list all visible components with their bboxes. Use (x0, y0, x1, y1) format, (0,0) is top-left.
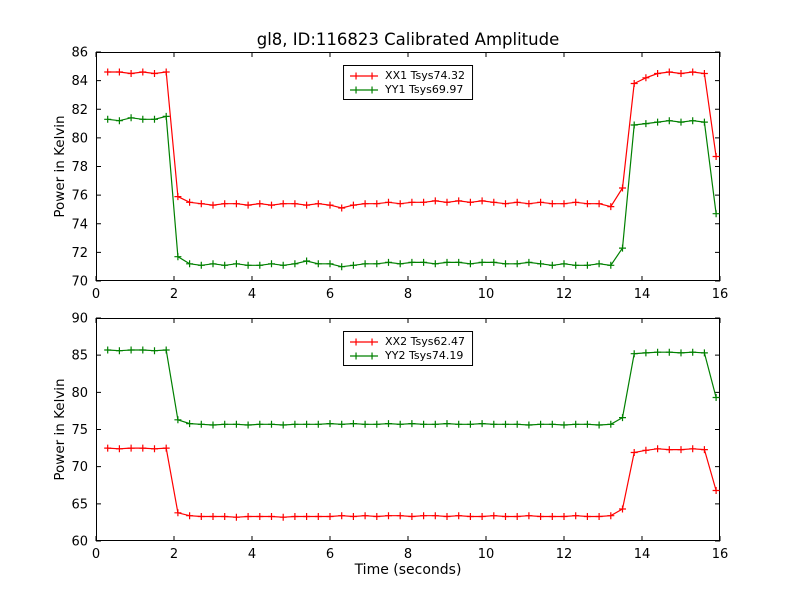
series-markers (104, 346, 720, 429)
top-legend: XX1 Tsys74.32 YY1 Tsys69.97 (343, 65, 473, 100)
y-axis-label: Power in Kelvin (52, 378, 68, 480)
y-tick-label: 70 (71, 460, 88, 475)
legend-entry: XX1 Tsys74.32 (349, 69, 465, 82)
legend-entry: XX2 Tsys62.47 (349, 335, 465, 348)
legend-key-line-icon (350, 338, 379, 345)
legend-key-line-icon (350, 72, 379, 79)
y-tick-label: 82 (71, 103, 88, 118)
chart-title: gl8, ID:116823 Calibrated Amplitude (256, 30, 560, 49)
y-tick-label: 76 (71, 189, 88, 204)
axis-ticks (95, 51, 721, 282)
bottom-subplot: 0 2 4 6 8 10 12 14 16 60 65 70 75 80 85 90 Power in Kelv… (52, 312, 728, 563)
x-tick-label: 0 (92, 287, 100, 302)
x-tick-label: 0 (92, 547, 100, 562)
y-tick-label: 78 (71, 160, 88, 175)
series-markers (104, 112, 720, 271)
x-tick-label: 16 (712, 547, 729, 562)
bottom-legend: XX2 Tsys62.47 YY2 Tsys74.19 (343, 331, 473, 366)
y-tick-label: 80 (71, 131, 88, 146)
x-tick-label: 4 (248, 547, 256, 562)
x-tick-label: 14 (634, 547, 651, 562)
legend-entry: YY1 Tsys69.97 (349, 83, 465, 96)
y-tick-label: 80 (71, 386, 88, 401)
x-tick-label: 4 (248, 287, 256, 302)
x-tick-label: 6 (326, 287, 334, 302)
y-tick-label: 90 (71, 312, 88, 327)
legend-label: YY2 Tsys74.19 (385, 349, 464, 362)
x-tick-label: 16 (712, 287, 729, 302)
y-tick-label: 85 (71, 349, 88, 364)
x-tick-label: 12 (556, 547, 573, 562)
x-tick-label: 12 (556, 287, 573, 302)
x-tick-label: 8 (404, 287, 412, 302)
y-tick-label: 70 (71, 275, 88, 290)
series-markers (104, 68, 720, 212)
x-tick-label: 2 (170, 547, 178, 562)
top-subplot: 0 2 4 6 8 10 12 14 16 70 72 74 76 78 80 82 84 86 Power in … (52, 46, 728, 303)
legend-key-line-icon (350, 352, 379, 359)
legend-entry: YY2 Tsys74.19 (349, 349, 465, 362)
bottom-plot-svg: 0 2 4 6 8 10 12 14 16 60 65 70 75 80 85 90 Power in Kelv… (52, 312, 728, 563)
legend-key-line-icon (350, 86, 379, 93)
x-tick-label: 2 (170, 287, 178, 302)
legend-label: YY1 Tsys69.97 (385, 83, 464, 96)
x-tick-label: 8 (404, 547, 412, 562)
series-line (107, 447, 717, 518)
legend-label: XX1 Tsys74.32 (385, 69, 465, 82)
x-tick-label: 10 (478, 547, 495, 562)
x-tick-label: 10 (478, 287, 495, 302)
x-tick-label: 14 (634, 287, 651, 302)
top-plot-svg: 0 2 4 6 8 10 12 14 16 70 72 74 76 78 80 82 84 86 Power in … (52, 46, 728, 303)
series-markers (104, 444, 720, 521)
axis-ticks (95, 317, 721, 542)
y-tick-label: 65 (71, 497, 88, 512)
y-tick-label: 74 (71, 217, 88, 232)
y-tick-label: 84 (71, 74, 88, 89)
legend-label: XX2 Tsys62.47 (385, 335, 465, 348)
x-axis-label: Time (seconds) (354, 562, 462, 578)
x-tick-label: 6 (326, 547, 334, 562)
y-tick-label: 72 (71, 246, 88, 261)
y-tick-label: 86 (71, 46, 88, 61)
y-axis-label: Power in Kelvin (52, 115, 68, 217)
series-line (107, 115, 717, 268)
y-tick-label: 75 (71, 423, 88, 438)
y-tick-label: 60 (71, 535, 88, 550)
